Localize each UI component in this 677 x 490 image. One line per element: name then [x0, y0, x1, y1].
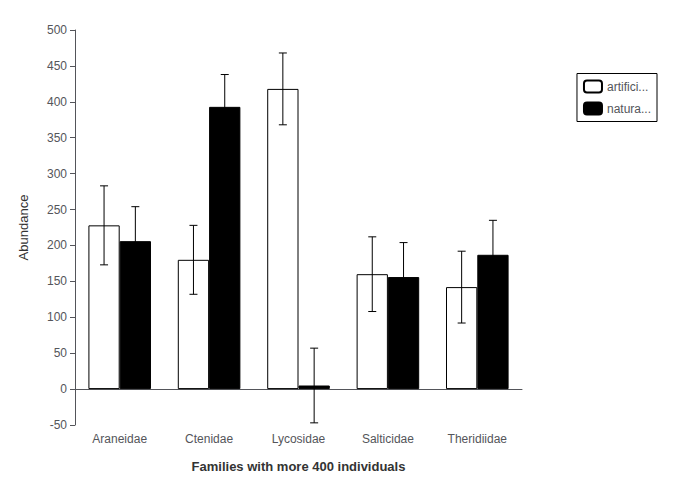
svg-text:150: 150: [47, 274, 67, 288]
svg-text:300: 300: [47, 167, 67, 181]
svg-text:200: 200: [47, 238, 67, 252]
svg-text:-50: -50: [50, 418, 68, 432]
svg-text:50: 50: [54, 346, 68, 360]
svg-text:450: 450: [47, 59, 67, 73]
svg-text:artifici...: artifici...: [607, 80, 648, 94]
svg-text:natura...: natura...: [607, 102, 651, 116]
svg-text:0: 0: [60, 382, 67, 396]
svg-text:Araneidae: Araneidae: [92, 432, 147, 446]
svg-text:Theridiidae: Theridiidae: [448, 432, 508, 446]
svg-text:350: 350: [47, 131, 67, 145]
svg-text:Salticidae: Salticidae: [362, 432, 414, 446]
svg-text:Lycosidae: Lycosidae: [272, 432, 326, 446]
svg-text:Abundance: Abundance: [16, 195, 31, 261]
svg-text:100: 100: [47, 310, 67, 324]
svg-text:400: 400: [47, 95, 67, 109]
svg-text:250: 250: [47, 203, 67, 217]
svg-text:Families with more 400 individ: Families with more 400 individuals: [192, 459, 406, 474]
svg-text:Ctenidae: Ctenidae: [185, 432, 233, 446]
svg-text:500: 500: [47, 23, 67, 37]
